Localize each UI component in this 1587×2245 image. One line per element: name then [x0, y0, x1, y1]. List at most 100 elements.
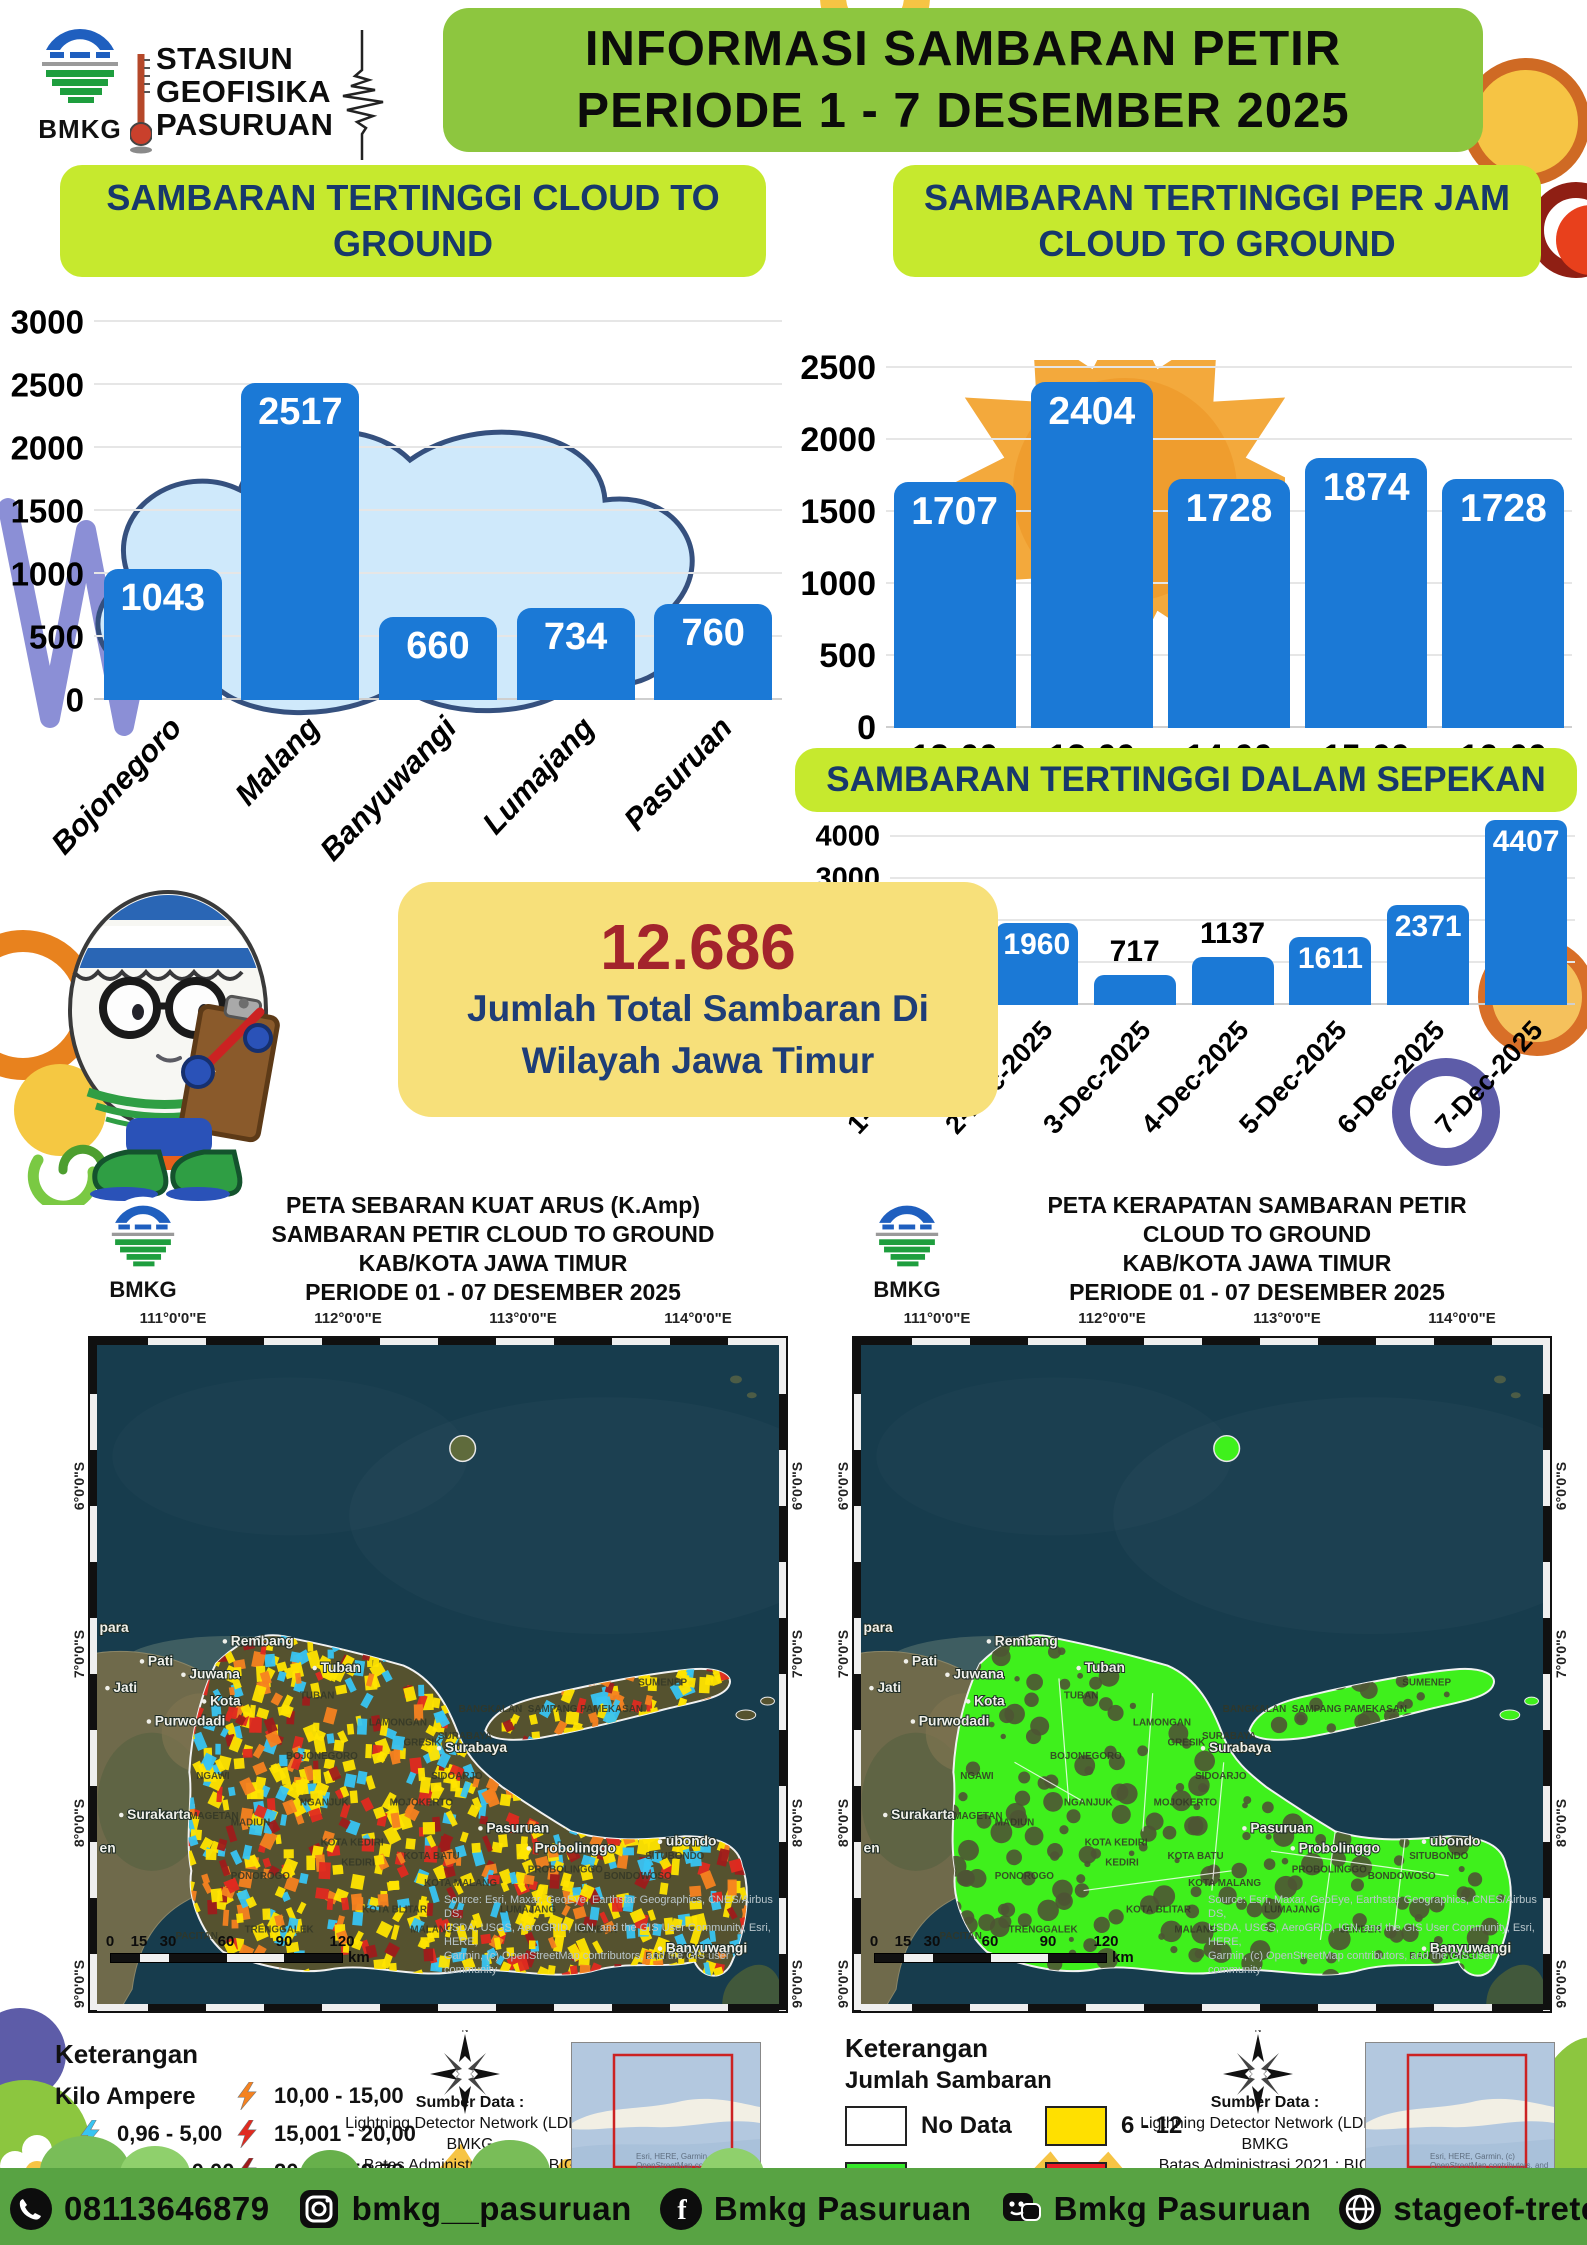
svg-text:BONDOWOSO: BONDOWOSO [604, 1871, 672, 1882]
bar-Malang: 2517 [241, 383, 360, 700]
facebook-icon: f [658, 2186, 704, 2232]
svg-text:BANGKALAN: BANGKALAN [459, 1704, 523, 1715]
latitude-label: 9°0'0"S [789, 1959, 805, 2009]
svg-text:MAGETAN: MAGETAN [953, 1811, 1002, 1822]
svg-text:Surabaya: Surabaya [1209, 1739, 1271, 1755]
svg-text:TRENGGALEK: TRENGGALEK [245, 1925, 315, 1936]
svg-text:N: N [462, 2030, 469, 2034]
legend-strike-count: Keterangan Jumlah Sambaran No Data 6 - 12… [845, 2030, 1575, 2202]
y-axis-tick: 2000 [10, 429, 84, 467]
seismogram-icon [343, 30, 384, 160]
svg-text:LAMONGAN: LAMONGAN [369, 1717, 427, 1728]
bar-value-label: 4407 [1492, 825, 1560, 858]
svg-text:LAMONGAN: LAMONGAN [1133, 1717, 1191, 1728]
longitude-label: 111°0'0"E [139, 1310, 207, 1327]
footer-contact-globe[interactable]: stageof-tretes.bmkg.go.id [1337, 2186, 1587, 2232]
map-left-geography: para Pati Juwana Jati Rembang Kota Purwodadi Su… [91, 1338, 784, 2007]
svg-text:Kota: Kota [974, 1692, 1005, 1708]
bar-value-label: 2371 [1394, 910, 1462, 943]
bar-value-label: 1960 [1003, 928, 1071, 961]
footer-contact-messenger[interactable]: Bmkg Pasuruan [998, 2186, 1312, 2232]
whatsapp-icon [8, 2186, 54, 2232]
svg-text:JEMBER: JEMBER [1340, 1925, 1381, 1936]
latitude-label: 7°0'0"S [789, 1629, 805, 1679]
y-axis-tick: 3000 [10, 303, 84, 341]
latitude-label: 8°0'0"S [71, 1798, 87, 1848]
svg-text:MADIUN: MADIUN [231, 1818, 270, 1829]
footer-contact-facebook[interactable]: f Bmkg Pasuruan [658, 2186, 972, 2232]
footer-contact-instagram[interactable]: bmkg__pasuruan [296, 2186, 632, 2232]
total-strikes-value: 12.686 [600, 911, 796, 984]
y-axis-tick: 1500 [800, 493, 876, 531]
svg-text:Banyuwangi: Banyuwangi [666, 1940, 747, 1956]
latitude-label: 8°0'0"S [1553, 1798, 1569, 1848]
svg-text:TUBAN: TUBAN [1064, 1691, 1099, 1702]
svg-text:JEMBER: JEMBER [576, 1925, 617, 1936]
x-axis-label: Bojonegoro [44, 710, 189, 862]
bar-value-label: 660 [406, 625, 470, 667]
y-axis-tick: 1000 [800, 565, 876, 603]
svg-text:ubondo: ubondo [1430, 1833, 1481, 1849]
main-title-line2: PERIODE 1 - 7 DESEMBER 2025 [576, 84, 1350, 138]
legend-item: No Data [845, 2106, 1045, 2146]
bar-5-Dec-2025: 1611 [1289, 937, 1372, 1005]
color-swatch [845, 2106, 907, 2146]
svg-text:TRENGGALEK: TRENGGALEK [1009, 1925, 1079, 1936]
footer-contact-whatsapp[interactable]: 08113646879 [8, 2186, 270, 2232]
latitude-label: 6°0'0"S [789, 1461, 805, 1511]
svg-text:LUMAJANG: LUMAJANG [1264, 1904, 1320, 1915]
svg-text:MADIUN: MADIUN [995, 1818, 1034, 1829]
svg-text:Surakarta: Surakarta [127, 1806, 191, 1822]
legend-item: 0,96 - 5,00 [73, 2120, 234, 2148]
svg-text:f: f [677, 2195, 687, 2226]
legend-item: 15,001 - 20,00 [230, 2120, 416, 2148]
latitude-label: 6°0'0"S [835, 1461, 851, 1511]
longitude-label: 112°0'0"E [1078, 1310, 1146, 1327]
map-right-longitude-labels: 111°0'0"E 112°0'0"E 113°0'0"E 114°0'0"E [852, 1310, 1552, 1334]
latitude-label: 6°0'0"S [71, 1461, 87, 1511]
bar-value-label: 1137 [1199, 917, 1266, 950]
bar-chart-highest-per-hour: 0 500 1000 1500 2000 2500 1707 2404 1728 1874 1728… [800, 351, 1572, 792]
total-strikes-caption-1: Jumlah Total Sambaran Di [467, 987, 929, 1029]
bar-value-label: 1707 [911, 490, 998, 533]
footer-contact-text: Bmkg Pasuruan [713, 2189, 972, 2227]
instagram-icon [296, 2186, 342, 2232]
y-axis-tick: 0 [65, 681, 84, 719]
total-strikes-box: 12.686 Jumlah Total Sambaran Di Wilayah … [398, 882, 998, 1117]
x-axis-label: 7-Dec-2025 [1428, 1015, 1549, 1140]
svg-text:Pasuruan: Pasuruan [486, 1819, 549, 1835]
bar-16:00: 1728 [1442, 479, 1565, 728]
map-right-inset-overview: Esri, HERE, Garmin, (c) OpenStreetMap co… [1365, 2042, 1555, 2182]
svg-text:SIDOARJO: SIDOARJO [431, 1771, 483, 1782]
latitude-label: 9°0'0"S [71, 1959, 87, 2009]
svg-text:PONOROGO: PONOROGO [231, 1871, 290, 1882]
latitude-label: 7°0'0"S [1553, 1629, 1569, 1679]
station-logo-block: BMKG STASIUN GEOFISIKA PASURUAN [30, 16, 440, 160]
bmkg-logo-text: BMKG [38, 114, 122, 144]
total-strikes-caption-2: Wilayah Jawa Timur [521, 1039, 875, 1081]
map-left-canvas: para Pati Juwana Jati Rembang Kota Purwodadi Su… [71, 1336, 805, 2013]
svg-text:Surabaya: Surabaya [445, 1739, 507, 1755]
station-line-2: GEOFISIKA [156, 74, 332, 109]
compass-icon: N [430, 2030, 500, 2114]
svg-text:Juwana: Juwana [189, 1666, 240, 1682]
svg-text:en: en [864, 1839, 880, 1855]
bar-14:00: 1728 [1168, 479, 1290, 728]
bar-value-label: 1874 [1322, 466, 1410, 509]
svg-text:KEDIRI: KEDIRI [1105, 1858, 1139, 1869]
svg-text:Pati: Pati [148, 1652, 173, 1668]
svg-text:para: para [864, 1619, 893, 1635]
bar-value-label: 1728 [1185, 487, 1273, 530]
svg-text:BOJONEGORO: BOJONEGORO [286, 1751, 358, 1762]
mascot-illustration [14, 890, 280, 1205]
svg-text:SUMENEP: SUMENEP [1402, 1677, 1451, 1688]
bar-4-Dec-2025: 1137 [1191, 919, 1274, 1005]
footer-bar [0, 2168, 1587, 2245]
bar-2-Dec-2025: 1960 [995, 923, 1078, 1005]
svg-text:BANYUWANGI: BANYUWANGI [1409, 1951, 1478, 1962]
y-axis-tick: 2000 [800, 421, 876, 459]
bmkg-logo-icon [867, 1196, 947, 1276]
bar-6-Dec-2025: 2371 [1387, 905, 1470, 1005]
latitude-label: 9°0'0"S [1553, 1959, 1569, 2009]
station-name: STASIUN GEOFISIKA PASURUAN [156, 42, 333, 141]
